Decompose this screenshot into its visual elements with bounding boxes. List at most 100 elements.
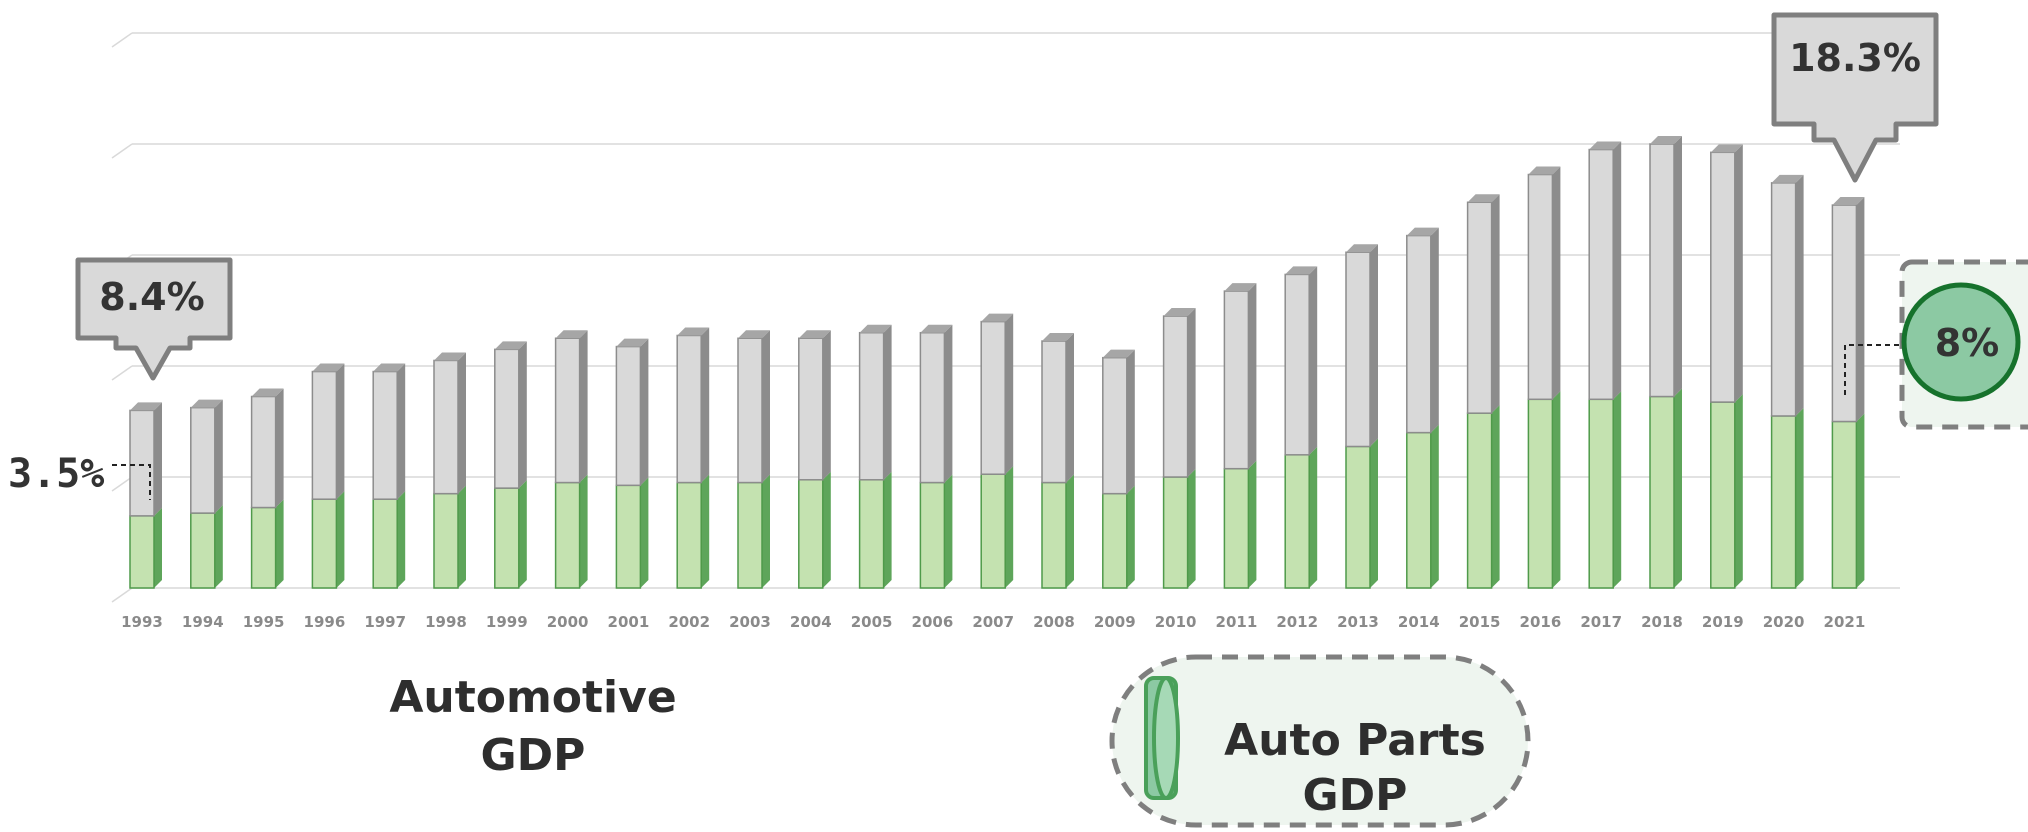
bar-2001-series-0	[615, 477, 649, 589]
x-tick-label: 2002	[668, 613, 710, 631]
bar-2002-series-0	[676, 474, 710, 589]
gridline-depth	[111, 365, 133, 381]
bar-2016-series-1	[1527, 166, 1561, 401]
x-tick-label: 2016	[1520, 613, 1562, 631]
x-tick-label: 2017	[1580, 613, 1622, 631]
bar-2020-series-1	[1770, 174, 1804, 417]
bar-2005-series-0	[858, 471, 892, 589]
bar-2011-series-1	[1223, 283, 1257, 470]
bar-2006-series-0	[919, 474, 953, 589]
bar-2010-series-1	[1162, 308, 1196, 478]
bar-2003-series-1	[737, 330, 770, 484]
callout-first-total-text: 8.4%	[99, 275, 204, 319]
bar-2015-series-1	[1466, 194, 1500, 414]
bar-2020-series-0	[1770, 407, 1804, 589]
bar-2000-series-0	[554, 474, 588, 589]
x-axis-ticks: 1993 1994 1995 1996 1997 1998 1999 2000 2001 2002…	[121, 613, 1865, 631]
bar-2012-series-0	[1284, 446, 1318, 589]
x-tick-label: 2007	[972, 613, 1014, 631]
bar-1997-series-1	[372, 363, 406, 500]
x-tick-label: 2010	[1155, 613, 1197, 631]
x-tick-label: 1998	[425, 613, 467, 631]
bar-1994-series-0	[190, 505, 223, 589]
bar-2019-series-1	[1710, 144, 1743, 403]
bar-2015-series-0	[1466, 405, 1500, 589]
bar-2012-series-1	[1284, 266, 1318, 456]
x-tick-label: 2014	[1398, 613, 1440, 631]
last-parts-badge	[1901, 282, 2021, 402]
legend-autoparts-line2: GDP	[1303, 770, 1408, 821]
first-parts-annotation: 3.5%	[8, 451, 151, 500]
x-tick-label: 2001	[608, 613, 650, 631]
x-tick-label: 2021	[1824, 613, 1866, 631]
bar-1993-series-1	[129, 402, 162, 517]
bar-2014-series-1	[1406, 227, 1439, 434]
bar-2003-series-0	[737, 474, 770, 589]
callout-last-total-text: 18.3%	[1789, 36, 1921, 80]
bar-1997-series-0	[372, 491, 406, 589]
bar-1996-series-1	[311, 363, 345, 500]
x-tick-label: 2019	[1702, 613, 1744, 631]
bar-2001-series-1	[615, 338, 649, 487]
x-tick-label: 1993	[121, 613, 163, 631]
x-tick-label: 2008	[1033, 613, 1075, 631]
legend-automotive-line2: GDP	[481, 730, 586, 781]
bar-1995-series-1	[250, 388, 284, 509]
bar-2017-series-0	[1588, 391, 1622, 589]
bar-2013-series-0	[1345, 438, 1378, 589]
gridline-depth	[111, 32, 133, 48]
bar-2004-series-1	[798, 330, 831, 481]
x-tick-label: 2018	[1641, 613, 1683, 631]
bar-2019-series-0	[1710, 394, 1743, 589]
gridline-depth	[111, 143, 133, 159]
x-tick-label: 2011	[1216, 613, 1258, 631]
bar-2006-series-1	[919, 324, 953, 484]
x-tick-label: 2012	[1276, 613, 1318, 631]
x-tick-label: 1995	[243, 613, 285, 631]
x-tick-label: 1996	[304, 613, 346, 631]
bar-2007-series-1	[980, 313, 1014, 475]
bar-2014-series-0	[1406, 424, 1439, 589]
bar-2005-series-1	[858, 324, 892, 481]
bar-1998-series-1	[433, 352, 466, 495]
bar-2009-series-1	[1102, 349, 1135, 495]
x-tick-label: 2004	[790, 613, 832, 631]
legend-autoparts-box	[1109, 654, 1531, 828]
last-parts-annotation: 8%	[1844, 259, 2028, 430]
bar-2018-series-0	[1649, 388, 1682, 589]
bar-2013-series-1	[1345, 244, 1378, 448]
x-tick-label: 2009	[1094, 613, 1136, 631]
gridline-depth	[111, 476, 133, 492]
bar-2000-series-1	[554, 330, 588, 484]
gridline-depth	[111, 587, 133, 603]
last-parts-text: 8%	[1935, 321, 2000, 365]
x-tick-label: 2020	[1763, 613, 1805, 631]
x-tick-label: 1999	[486, 613, 528, 631]
bar-1998-series-0	[433, 485, 466, 589]
x-tick-label: 2006	[912, 613, 954, 631]
legend-autoparts: Auto Parts GDP	[1109, 654, 1531, 828]
legend-automotive: Automotive GDP	[389, 672, 676, 781]
bar-2007-series-0	[980, 466, 1014, 589]
legend-autoparts-line1: Auto Parts	[1224, 715, 1486, 766]
bar-2021-series-0	[1831, 413, 1865, 589]
x-tick-label: 1997	[364, 613, 406, 631]
first-parts-text: 3.5%	[8, 451, 104, 497]
bar-1993-series-0	[129, 507, 162, 589]
bar-2010-series-0	[1162, 469, 1196, 589]
bar-1995-series-0	[250, 499, 284, 589]
bar-2002-series-1	[676, 327, 710, 484]
bar-2017-series-1	[1588, 141, 1622, 401]
bar-2009-series-0	[1102, 485, 1135, 589]
x-tick-label: 2013	[1337, 613, 1379, 631]
x-tick-label: 2005	[851, 613, 893, 631]
x-tick-label: 2000	[547, 613, 589, 631]
bar-2011-series-0	[1223, 460, 1257, 589]
callout-first-total: 8.4%	[75, 257, 233, 381]
x-tick-label: 1994	[182, 613, 224, 631]
bar-1999-series-1	[494, 341, 527, 489]
legend-autoparts-swatch-icon	[1144, 676, 1180, 800]
bar-1996-series-0	[311, 491, 345, 589]
bar-2008-series-1	[1041, 333, 1074, 484]
bars	[129, 136, 1865, 589]
